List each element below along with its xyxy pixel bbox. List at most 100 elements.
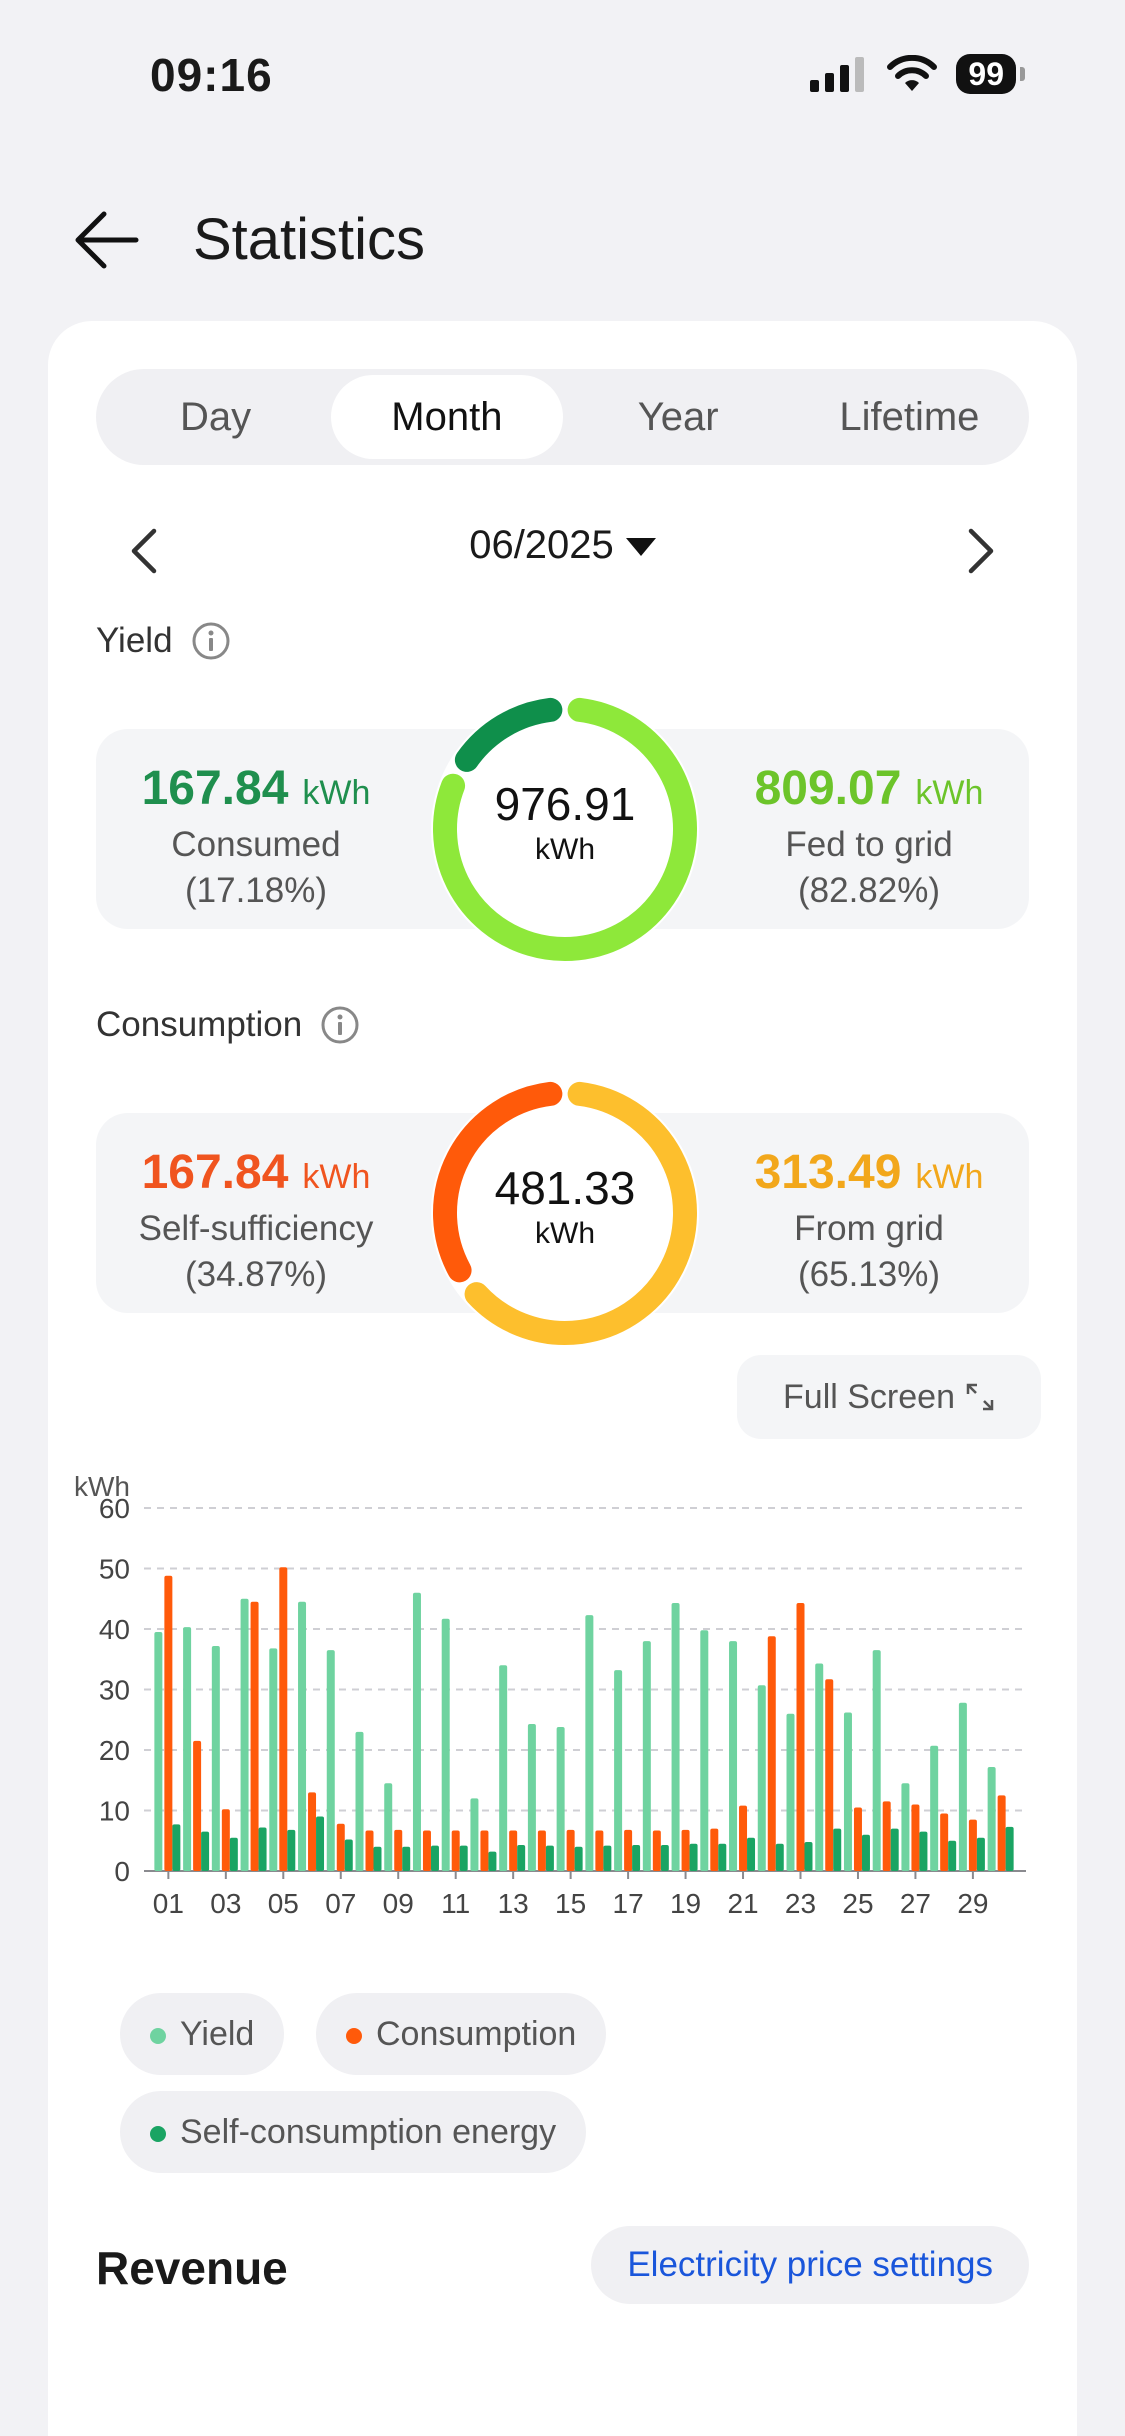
tab-day[interactable]: Day [180,395,252,439]
bar-consumption[interactable] [825,1679,834,1871]
legend-item-consumption[interactable]: Consumption [316,1993,607,2075]
bar-yield[interactable] [642,1641,651,1871]
bar-yield[interactable] [326,1650,335,1871]
bar-consumption[interactable] [853,1807,862,1871]
bar-yield[interactable] [815,1663,824,1871]
bar-consumption[interactable] [624,1829,633,1871]
bar-yield[interactable] [154,1632,163,1871]
bar-consumption[interactable] [509,1830,518,1871]
bar-consumption[interactable] [739,1805,748,1871]
bar-consumption[interactable] [940,1813,949,1871]
bar-self-consumption[interactable] [861,1834,870,1871]
bar-yield[interactable] [958,1702,967,1871]
bar-yield[interactable] [470,1798,479,1871]
bar-self-consumption[interactable] [804,1841,813,1871]
bar-yield[interactable] [930,1745,939,1871]
bar-consumption[interactable] [911,1804,920,1871]
bar-consumption[interactable] [394,1829,403,1871]
tab-year[interactable]: Year [637,395,719,439]
tab-lifetime[interactable]: Lifetime [839,395,980,439]
bar-consumption[interactable] [537,1830,546,1871]
bar-self-consumption[interactable] [402,1846,411,1871]
bar-consumption[interactable] [767,1636,776,1871]
bar-consumption[interactable] [480,1830,489,1871]
bar-self-consumption[interactable] [919,1831,928,1871]
chevron-left-icon[interactable] [116,521,176,581]
electricity-price-settings-button[interactable]: Electricity price settings [591,2226,1029,2304]
bar-yield[interactable] [729,1641,738,1871]
bar-self-consumption[interactable] [517,1844,526,1871]
bar-yield[interactable] [527,1723,536,1871]
bar-consumption[interactable] [796,1602,805,1871]
bar-yield[interactable] [499,1665,508,1871]
full-screen-button[interactable]: Full Screen [737,1355,1041,1439]
bar-consumption[interactable] [279,1567,288,1871]
legend-item-self-consumption[interactable]: Self-consumption energy [120,2091,587,2173]
bar-yield[interactable] [786,1713,795,1871]
date-picker[interactable]: 06/2025 [96,523,1029,568]
info-icon[interactable] [320,1005,360,1045]
bar-consumption[interactable] [164,1575,173,1871]
bar-yield[interactable] [211,1645,220,1871]
bar-self-consumption[interactable] [574,1846,583,1871]
bar-yield[interactable] [556,1727,565,1871]
bar-consumption[interactable] [968,1819,977,1871]
bar-self-consumption[interactable] [459,1845,468,1871]
bar-self-consumption[interactable] [229,1837,238,1871]
bar-yield[interactable] [843,1712,852,1871]
bar-self-consumption[interactable] [747,1837,756,1871]
bar-yield[interactable] [355,1731,364,1871]
bar-self-consumption[interactable] [287,1829,296,1871]
bar-yield[interactable] [269,1648,278,1871]
bar-yield[interactable] [901,1783,910,1871]
bar-yield[interactable] [872,1650,881,1871]
info-icon[interactable] [191,621,231,661]
bar-self-consumption[interactable] [775,1843,784,1871]
bar-self-consumption[interactable] [660,1844,669,1871]
bar-yield[interactable] [757,1685,766,1871]
bar-self-consumption[interactable] [316,1816,325,1871]
bar-consumption[interactable] [997,1795,1006,1871]
bar-yield[interactable] [240,1598,249,1871]
bar-self-consumption[interactable] [1005,1826,1014,1871]
bar-yield[interactable] [183,1627,192,1871]
bar-self-consumption[interactable] [344,1839,353,1871]
bar-self-consumption[interactable] [976,1837,985,1871]
bar-self-consumption[interactable] [689,1843,698,1871]
bar-self-consumption[interactable] [948,1840,957,1871]
bar-yield[interactable] [412,1592,421,1871]
bar-consumption[interactable] [308,1792,317,1871]
chevron-right-icon[interactable] [949,521,1009,581]
back-arrow-icon[interactable] [70,200,150,280]
bar-self-consumption[interactable] [890,1828,899,1871]
bar-yield[interactable] [671,1602,680,1871]
bar-self-consumption[interactable] [430,1845,439,1871]
bar-consumption[interactable] [566,1829,575,1871]
bar-consumption[interactable] [652,1830,661,1871]
bar-consumption[interactable] [595,1830,604,1871]
bar-self-consumption[interactable] [201,1831,210,1871]
bar-yield[interactable] [987,1766,996,1871]
bar-yield[interactable] [700,1630,709,1871]
bar-consumption[interactable] [365,1830,374,1871]
bar-consumption[interactable] [710,1828,719,1871]
bar-self-consumption[interactable] [172,1824,181,1871]
tab-month[interactable]: Month [331,375,563,459]
bar-consumption[interactable] [250,1601,259,1871]
bar-yield[interactable] [384,1783,393,1871]
bar-consumption[interactable] [221,1809,230,1871]
bar-consumption[interactable] [422,1830,431,1871]
bar-self-consumption[interactable] [718,1843,727,1871]
bar-self-consumption[interactable] [632,1844,641,1871]
bar-yield[interactable] [585,1615,594,1871]
legend-item-yield[interactable]: Yield [120,1993,285,2075]
bar-yield[interactable] [614,1670,623,1871]
bar-consumption[interactable] [193,1740,202,1871]
bar-consumption[interactable] [451,1830,460,1871]
bar-self-consumption[interactable] [373,1846,382,1871]
bar-self-consumption[interactable] [603,1845,612,1871]
bar-self-consumption[interactable] [833,1828,842,1871]
bar-consumption[interactable] [336,1823,345,1871]
bar-self-consumption[interactable] [258,1827,267,1871]
bar-self-consumption[interactable] [545,1845,554,1871]
